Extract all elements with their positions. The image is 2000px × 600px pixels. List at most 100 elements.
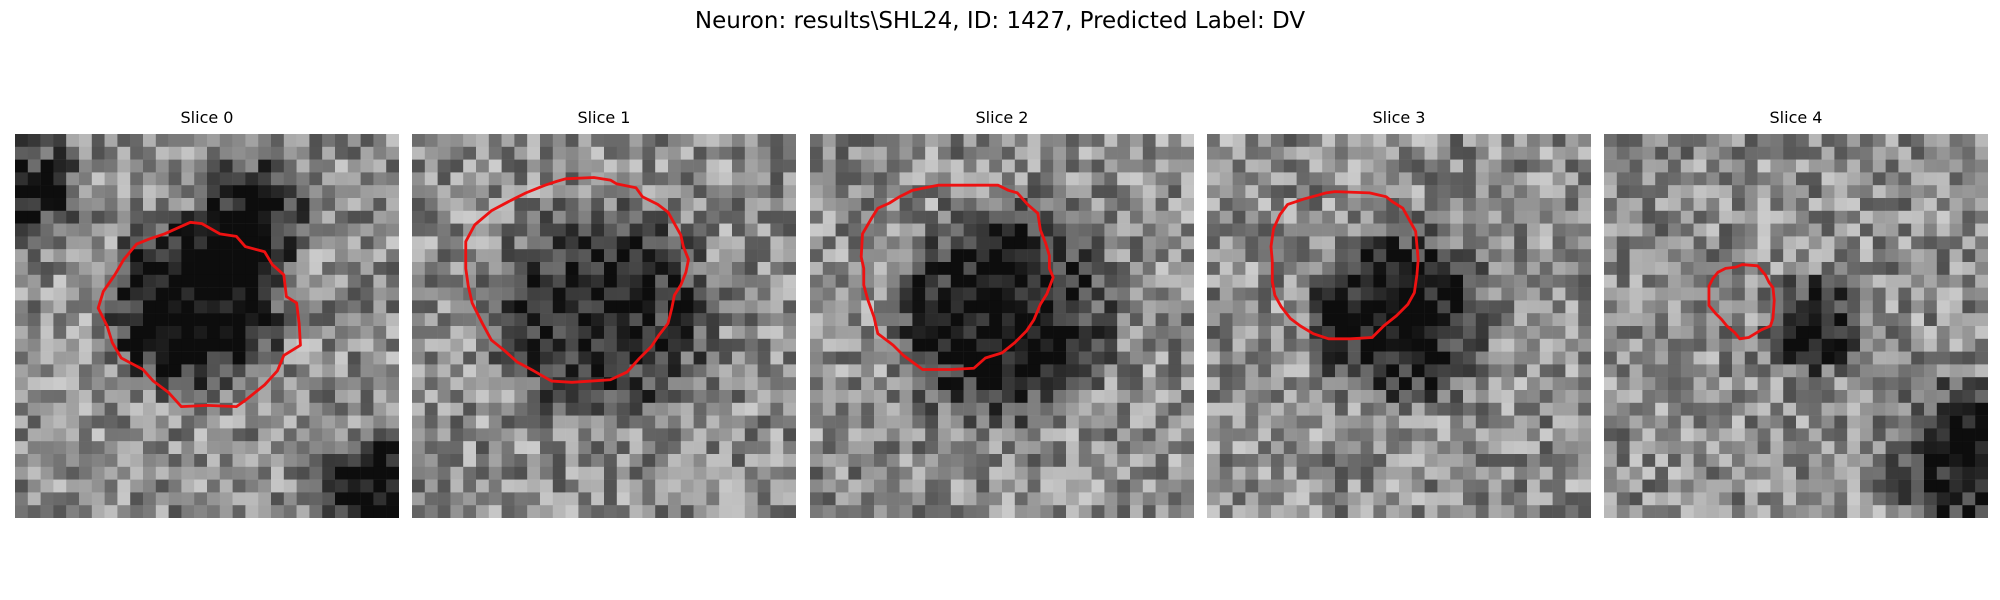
pixel <box>1219 262 1233 276</box>
pixel <box>1027 492 1041 506</box>
pixel <box>1936 300 1950 314</box>
pixel <box>629 441 643 455</box>
pixel <box>1604 134 1618 148</box>
pixel <box>207 364 221 378</box>
pixel <box>693 223 707 237</box>
pixel <box>1949 505 1963 518</box>
pixel <box>1783 415 1797 429</box>
pixel <box>1258 198 1272 212</box>
pixel <box>783 338 796 352</box>
pixel <box>1629 313 1643 327</box>
pixel <box>1501 466 1515 480</box>
pixel <box>1514 134 1528 148</box>
pixel <box>232 146 246 160</box>
pixel <box>1181 454 1194 468</box>
pixel <box>1027 236 1041 250</box>
pixel <box>1821 287 1835 301</box>
pixel <box>1821 210 1835 224</box>
pixel <box>1527 172 1541 186</box>
pixel <box>629 454 643 468</box>
pixel <box>1808 159 1822 173</box>
pixel <box>680 313 694 327</box>
pixel <box>194 428 208 442</box>
pixel <box>899 262 913 276</box>
pixel <box>1655 454 1669 468</box>
pixel <box>1283 185 1297 199</box>
pixel <box>1744 351 1758 365</box>
pixel <box>219 377 233 391</box>
pixel <box>130 492 144 506</box>
pixel <box>424 274 438 288</box>
pixel <box>245 146 259 160</box>
pixel <box>1040 300 1054 314</box>
pixel <box>668 338 682 352</box>
pixel <box>143 313 157 327</box>
pixel <box>1373 338 1387 352</box>
pixel <box>1091 454 1105 468</box>
pixel <box>1053 223 1067 237</box>
pixel <box>1975 326 1988 340</box>
pixel <box>27 351 41 365</box>
pixel <box>1770 492 1784 506</box>
pixel <box>15 441 29 455</box>
pixel <box>1488 249 1502 263</box>
pixel <box>1399 172 1413 186</box>
pixel <box>732 274 746 288</box>
pixel <box>283 134 297 148</box>
pixel <box>1322 326 1336 340</box>
pixel <box>181 313 195 327</box>
pixel <box>168 402 182 416</box>
pixel <box>1296 479 1310 493</box>
pixel <box>527 428 541 442</box>
pixel <box>1847 454 1861 468</box>
pixel <box>1258 441 1272 455</box>
pixel <box>1386 326 1400 340</box>
pixel <box>757 236 771 250</box>
pixel <box>347 210 361 224</box>
pixel <box>810 492 824 506</box>
pixel <box>1693 146 1707 160</box>
pixel <box>1386 492 1400 506</box>
pixel <box>1014 505 1028 518</box>
pixel <box>1399 338 1413 352</box>
pixel <box>1488 210 1502 224</box>
pixel <box>1386 454 1400 468</box>
pixel <box>1911 479 1925 493</box>
pixel <box>1219 441 1233 455</box>
pixel <box>1629 262 1643 276</box>
pixel <box>642 262 656 276</box>
pixel <box>912 223 926 237</box>
pixel <box>861 351 875 365</box>
pixel <box>1770 402 1784 416</box>
pixel <box>1104 274 1118 288</box>
pixel <box>1181 313 1194 327</box>
pixel <box>1527 428 1541 442</box>
pixel <box>1463 402 1477 416</box>
pixel <box>1232 415 1246 429</box>
pixel <box>412 492 426 506</box>
pixel <box>1757 415 1771 429</box>
pixel <box>1271 492 1285 506</box>
pixel <box>1027 441 1041 455</box>
pixel <box>1898 454 1912 468</box>
pixel <box>1821 441 1835 455</box>
pixel <box>1847 428 1861 442</box>
pixel <box>104 172 118 186</box>
pixel <box>1924 223 1938 237</box>
pixel <box>861 479 875 493</box>
pixel <box>1386 428 1400 442</box>
pixel <box>1245 390 1259 404</box>
pixel <box>616 274 630 288</box>
pixel <box>848 274 862 288</box>
pixel <box>1463 428 1477 442</box>
pixel <box>1040 313 1054 327</box>
pixel <box>1514 300 1528 314</box>
pixel <box>347 313 361 327</box>
pixel <box>616 300 630 314</box>
pixel <box>1117 454 1131 468</box>
pixel <box>309 428 323 442</box>
pixel <box>963 441 977 455</box>
pixel <box>1655 172 1669 186</box>
pixel <box>565 505 579 518</box>
pixel <box>1245 249 1259 263</box>
